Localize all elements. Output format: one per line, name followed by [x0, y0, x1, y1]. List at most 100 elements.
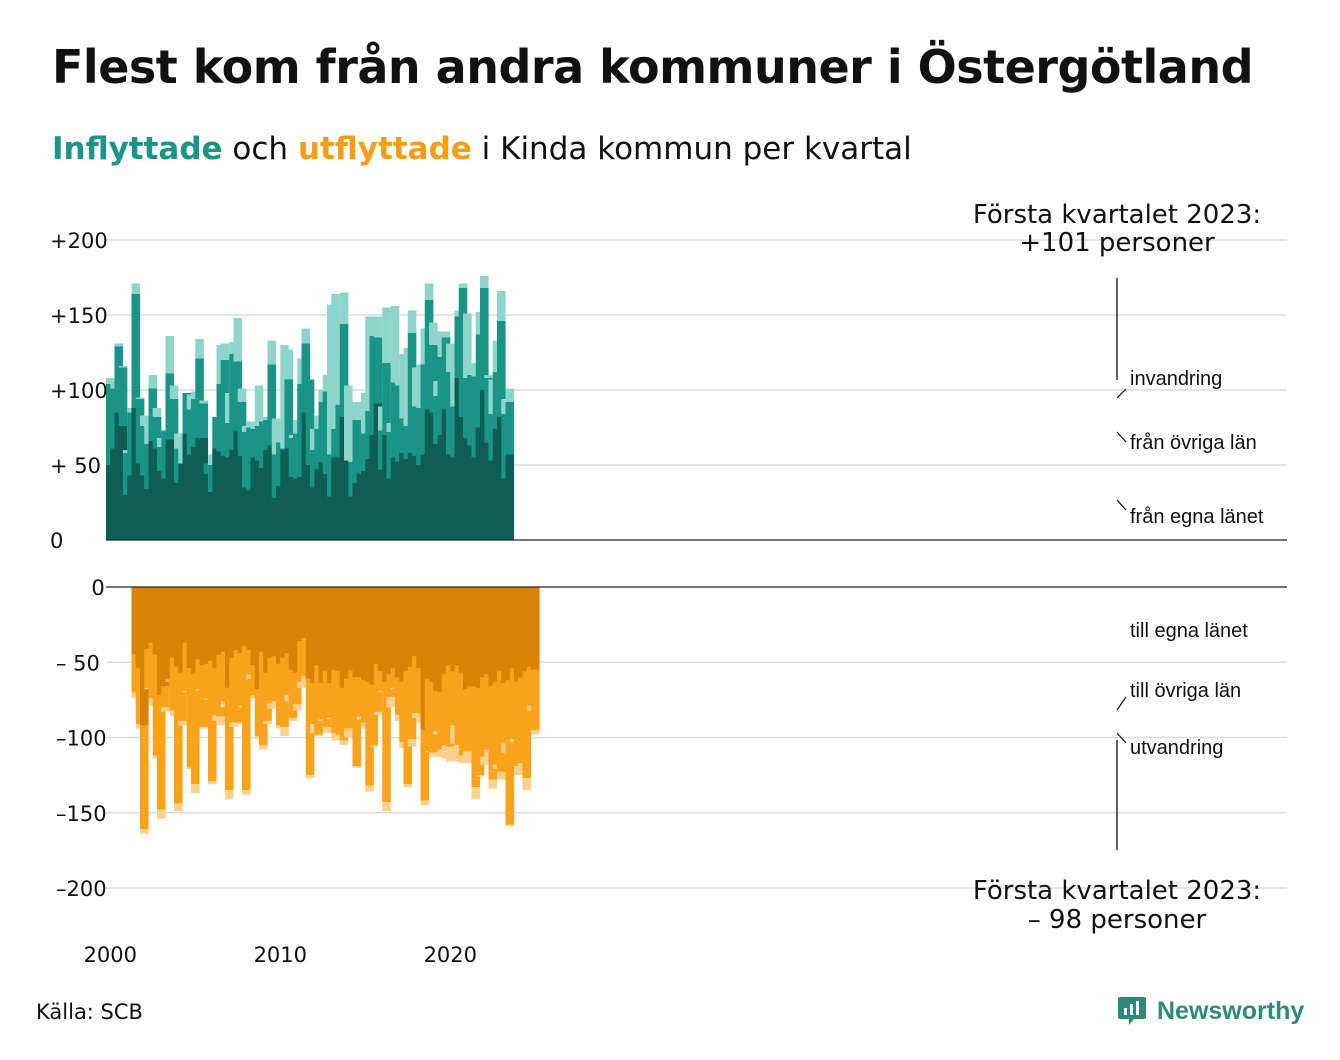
bar-out-ovriga: [191, 674, 200, 785]
subtitle-och: och: [222, 131, 298, 167]
bar-out-utvandring: [229, 722, 238, 727]
lower-total-line1: Första kvartalet 2023:: [973, 876, 1261, 906]
migration-chart: +200 +150 +100 + 50 0 0 – 50 –100 –150 –200 2000 20…: [50, 200, 1287, 967]
bar-in-invandring: [131, 283, 141, 294]
x-tick-label: 2010: [254, 943, 307, 967]
bar-out-utvandring: [514, 766, 523, 776]
bar-out-utvandring: [352, 766, 362, 768]
bar-out-ovriga: [178, 672, 187, 721]
outflow-bars: [131, 587, 540, 834]
bar-out-utvandring: [429, 752, 438, 758]
bar-in-invandring: [165, 336, 175, 374]
bar-out-utvandring: [242, 790, 251, 795]
bar-out-utvandring: [339, 740, 349, 746]
bar-in-invandring: [390, 306, 400, 383]
series-label-fran-ovriga-lan: från övriga län: [1130, 432, 1257, 454]
bar-in-ovriga: [131, 294, 141, 408]
pointer-till-ovriga-lan: [1116, 696, 1127, 711]
bar-out-utvandring: [480, 757, 489, 765]
bar-in-invandring: [424, 283, 434, 300]
pointer-fran-egna-lanet: [1116, 499, 1127, 511]
lower-total-line2: – 98 personer: [1028, 905, 1207, 935]
bar-in-invandring: [233, 318, 243, 362]
y-tick-label-lower: –150: [56, 802, 107, 826]
bar-in-ovriga: [429, 345, 438, 413]
bar-out-utvandring: [475, 775, 485, 777]
bar-in-invandring: [407, 310, 417, 333]
series-label-till-egna-lanet: till egna länet: [1130, 620, 1248, 642]
bar-out-ovriga: [157, 695, 166, 810]
bar-in-ovriga: [339, 324, 349, 417]
subtitle-rest: i Kinda kommun per kvartal: [471, 131, 912, 167]
bar-out-ovriga: [225, 687, 234, 791]
bar-in-invandring: [441, 331, 451, 338]
bar-out-ovriga: [242, 645, 251, 791]
bar-out-utvandring: [178, 720, 187, 726]
bar-out-utvandring: [331, 732, 340, 741]
bar-in-invandring: [195, 339, 204, 359]
bar-in-ovriga: [195, 358, 204, 438]
brand-name: Newsworthy: [1157, 996, 1305, 1025]
bar-in-ovriga: [199, 403, 209, 438]
bar-out-utvandring: [191, 784, 200, 794]
x-tick-label: 2020: [424, 943, 477, 967]
series-label-till-ovriga-lan: till övriga län: [1130, 680, 1241, 702]
bar-in-ovriga: [480, 288, 489, 390]
bar-out-utvandring: [233, 722, 243, 724]
y-tick-label-lower: – 50: [56, 651, 100, 675]
bar-in-invandring: [169, 385, 179, 399]
bar-out-ovriga: [161, 686, 170, 708]
bar-in-ovriga: [169, 399, 179, 440]
bar-in-ovriga: [382, 363, 391, 435]
bar-out-ovriga: [522, 671, 532, 779]
bar-in-ovriga: [505, 402, 515, 455]
bar-out-utvandring: [199, 726, 209, 729]
bar-out-utvandring: [267, 702, 277, 709]
bar-in-ovriga: [152, 417, 162, 449]
bar-in-invandring: [152, 408, 162, 417]
bar-in-invandring: [199, 400, 209, 404]
bar-out-utvandring: [322, 726, 332, 733]
grid-lines: [106, 239, 1287, 889]
bar-in-invandring: [246, 421, 255, 428]
bar-in-invandring: [497, 291, 506, 321]
bar-out-utvandring: [157, 809, 166, 819]
bar-out-utvandring: [344, 728, 353, 738]
bar-out-utvandring: [293, 704, 302, 711]
bar-out-utvandring: [174, 803, 183, 812]
bar-in-invandring: [135, 397, 145, 399]
bar-in-ovriga: [284, 379, 294, 449]
pointer-fran-ovriga-lan: [1116, 431, 1127, 443]
bar-out-utvandring: [365, 785, 374, 792]
bar-in-ovriga: [301, 343, 311, 413]
bar-out-utvandring: [471, 787, 481, 800]
bar-out-utvandring: [373, 711, 383, 715]
y-tick-label-upper: 0: [50, 529, 63, 553]
bar-out-utvandring: [314, 734, 323, 736]
bar-in-invandring: [480, 276, 489, 288]
chart-subtitle: Inflyttade och utflyttade i Kinda kommun…: [52, 131, 912, 167]
bar-in-ovriga: [118, 367, 128, 426]
bar-out-ovriga: [352, 677, 362, 767]
bar-out-ovriga: [369, 684, 379, 746]
bar-in-ovriga: [373, 337, 383, 404]
bar-out-utvandring: [420, 800, 430, 806]
bar-out-utvandring: [382, 802, 391, 812]
bar-in-invandring: [174, 433, 183, 449]
series-label-invandring: invandring: [1130, 368, 1222, 390]
bar-out-utvandring: [288, 717, 298, 721]
bar-in-invandring: [284, 349, 294, 380]
bar-in-egna: [505, 454, 515, 540]
bar-out-utvandring: [497, 772, 506, 780]
axes: +200 +150 +100 + 50 0 0 – 50 –100 –150 –200 2000 20…: [50, 229, 1287, 967]
bar-out-utvandring: [259, 745, 268, 750]
bar-in-ovriga: [305, 379, 315, 465]
bar-in-invandring: [429, 322, 438, 345]
y-tick-label-upper: + 50: [50, 454, 101, 478]
bar-out-utvandring: [407, 739, 417, 747]
bar-in-invandring: [118, 366, 128, 368]
bar-out-utvandring: [208, 781, 217, 785]
newsworthy-icon: [1118, 997, 1146, 1025]
bar-in-invandring: [446, 343, 455, 372]
bar-out-ovriga: [505, 680, 515, 825]
